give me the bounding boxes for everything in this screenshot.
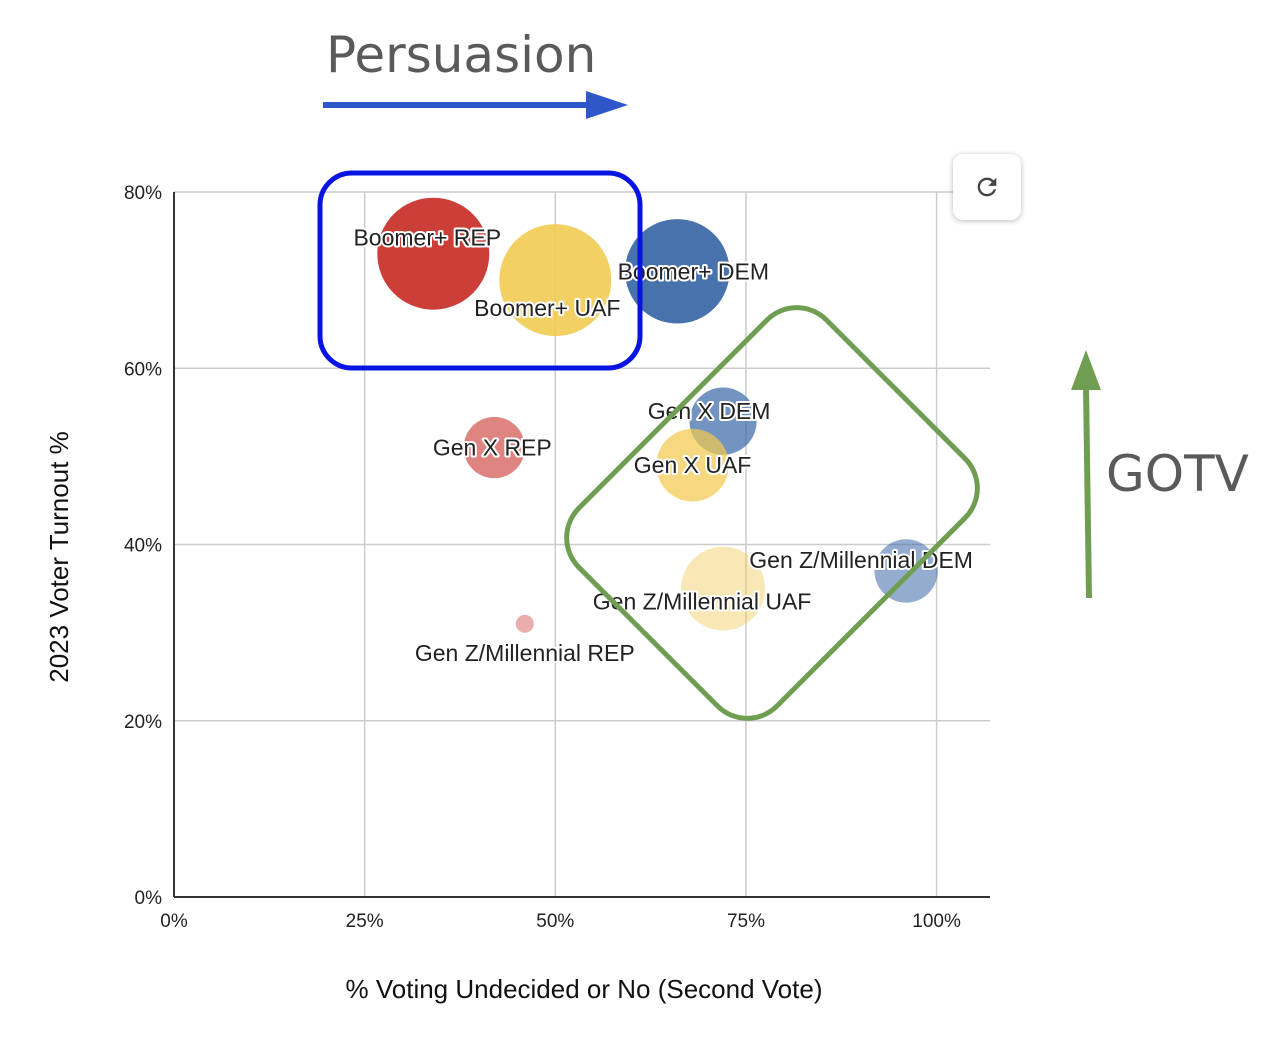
persuasion-label: Persuasion	[326, 26, 596, 84]
y-tick-label: 20%	[124, 712, 162, 733]
refresh-button[interactable]	[953, 154, 1021, 220]
gotv-arrow-head	[1071, 350, 1101, 390]
axes	[173, 192, 990, 898]
x-tick-label: 25%	[346, 911, 384, 932]
bubbles	[377, 197, 938, 633]
persuasion-box	[317, 170, 643, 371]
gotv-label: GOTV	[1106, 445, 1249, 503]
bubble-boomer-uaf	[499, 224, 612, 337]
bubble-gen-z-millennial-rep	[515, 614, 534, 633]
label-gen-x-uaf: Gen X UAF	[634, 452, 752, 478]
gotv-box	[564, 305, 980, 721]
label-gen-x-rep: Gen X REP	[433, 435, 552, 461]
persuasion-annotation: Persuasion	[317, 26, 643, 371]
gotv-annotation: GOTV	[564, 305, 1249, 721]
y-tick-label: 0%	[135, 888, 163, 909]
bubble-boomer-rep	[377, 197, 490, 310]
bubble-gen-x-uaf	[656, 428, 729, 502]
bubble-boomer-dem	[625, 219, 730, 324]
x-axis-title: % Voting Undecided or No (Second Vote)	[346, 974, 823, 1004]
x-tick-label: 50%	[536, 911, 574, 932]
y-tick-label: 80%	[124, 183, 162, 204]
y-axis-title: 2023 Voter Turnout %	[44, 431, 74, 683]
label-boomer-rep: Boomer+ REP	[353, 225, 501, 251]
x-tick-label: 0%	[160, 911, 188, 932]
label-gen-z-millennial-uaf: Gen Z/Millennial UAF	[593, 589, 812, 615]
y-tick-label: 40%	[124, 536, 162, 557]
tick-labels: 0% 20% 40% 60% 80% 0% 25% 50% 75% 100%	[124, 183, 961, 932]
persuasion-arrow-head	[586, 91, 628, 119]
x-tick-label: 75%	[727, 911, 765, 932]
bubble-gen-z-millennial-dem	[874, 539, 938, 603]
bubble-gen-x-rep	[463, 416, 525, 479]
bubble-gen-z-millennial-uaf	[681, 546, 765, 631]
gotv-arrow-shaft	[1083, 385, 1092, 599]
label-gen-z-millennial-dem: Gen Z/Millennial DEM	[749, 547, 973, 573]
refresh-icon	[977, 177, 997, 197]
label-boomer-uaf: Boomer+ UAF	[474, 295, 620, 321]
label-gen-z-millennial-rep: Gen Z/Millennial REP	[415, 640, 635, 666]
y-tick-label: 60%	[124, 359, 162, 380]
x-tick-label: 100%	[912, 911, 961, 932]
